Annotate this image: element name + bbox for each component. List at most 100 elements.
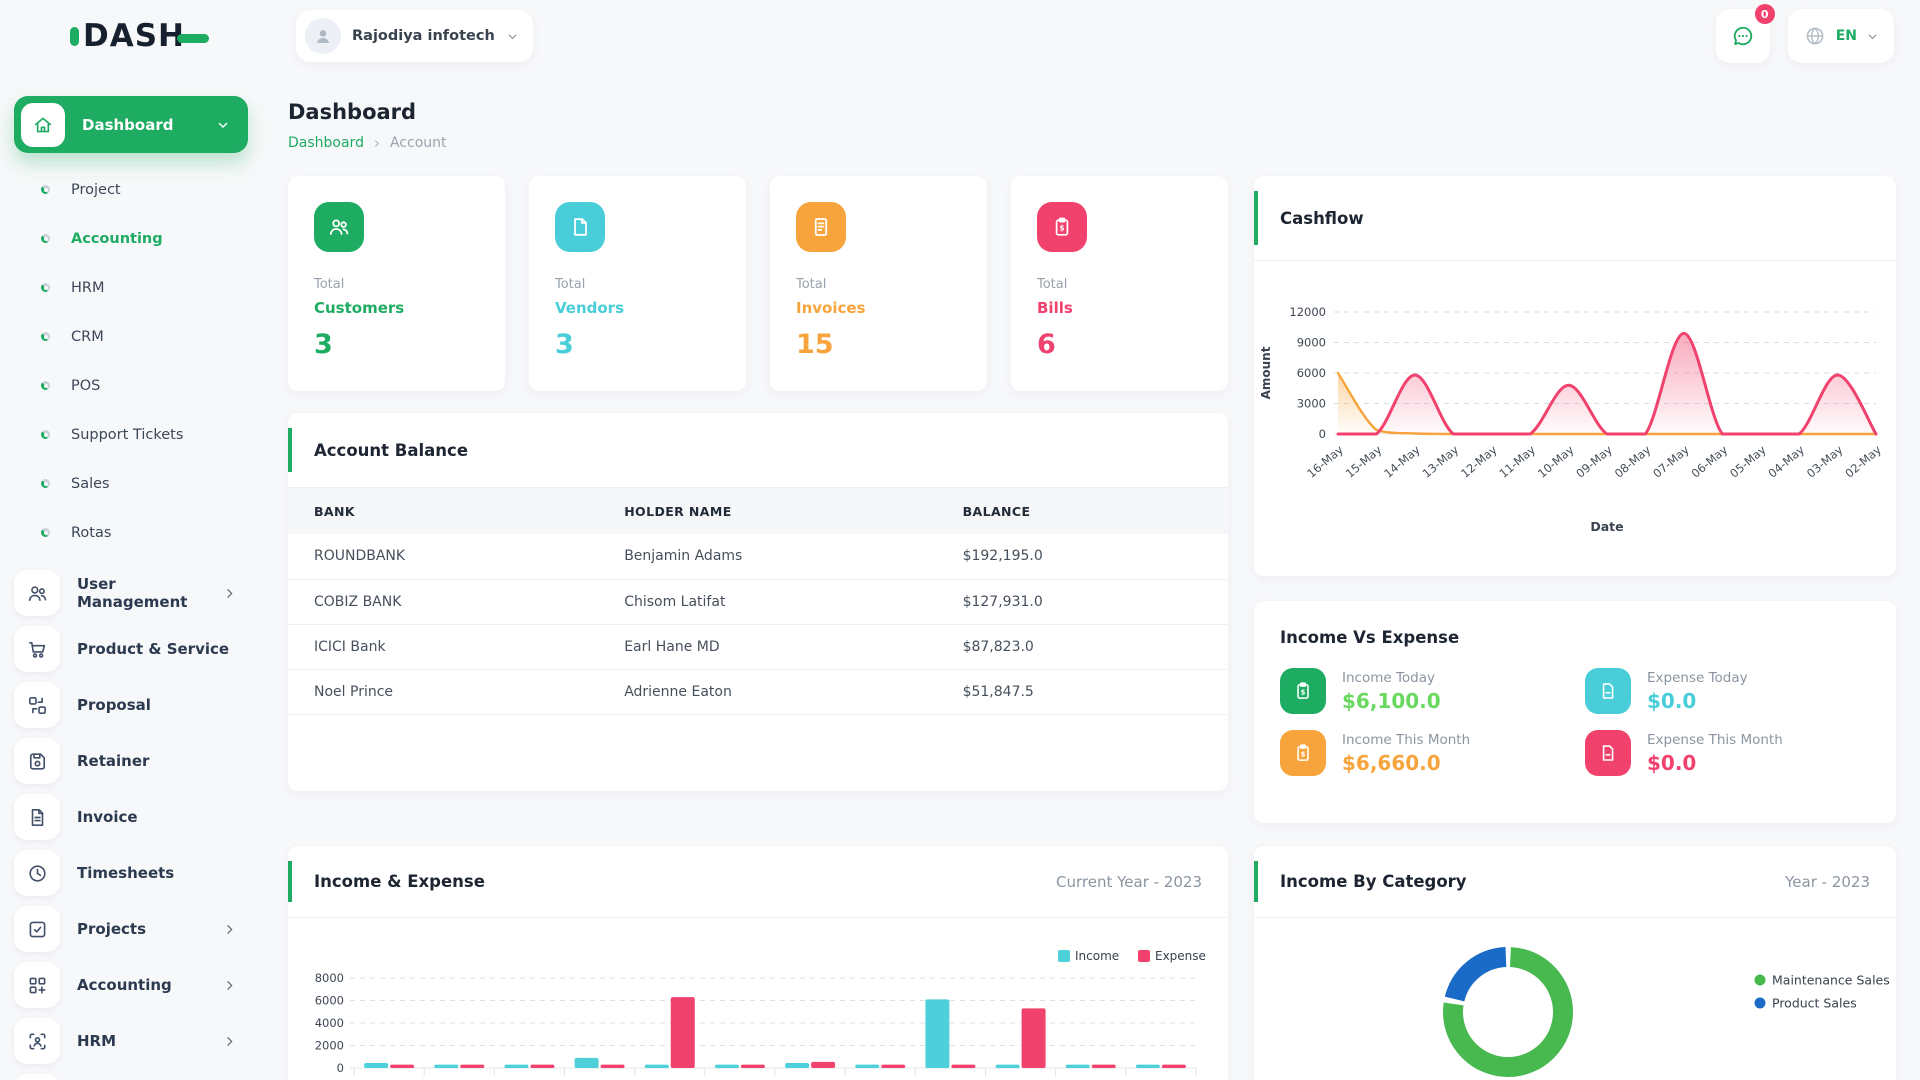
ive-label: Income Today [1342,669,1436,686]
users-icon [314,202,364,252]
sidebar-item-label: Invoice [77,808,138,826]
sidebar-item-label: Proposal [77,696,151,714]
sidebar-item-proposal[interactable]: Proposal [14,677,248,733]
income-by-category-card: Income By Category Year - 2023 Maintenan… [1254,846,1896,1080]
chevron-right-icon [227,1036,233,1046]
cell-bank: Noel Prince [288,669,599,715]
income-this-month-item: $ Income This Month $6,660.0 [1280,730,1565,776]
sidebar-item-projects[interactable]: Projects [14,901,248,957]
svg-text:Income: Income [1075,949,1119,963]
stat-name: Bills [1037,299,1073,317]
top-bar: DASH Rajodiya infotech 0 EN [0,0,1920,72]
chevron-right-icon [227,588,233,598]
chevron-down-icon [1868,34,1877,39]
svg-text:09-May: 09-May [1573,442,1615,480]
ive-label: Expense Today [1647,669,1748,686]
svg-text:8000: 8000 [315,971,344,985]
file-minus-icon [1585,668,1631,714]
svg-text:$: $ [1059,224,1064,233]
stat-value: 6 [1037,329,1056,360]
sidebar-item-retainer[interactable]: Retainer [14,733,248,789]
sidebar-item-label: Product & Service [77,640,230,658]
sidebar-item-hrm[interactable]: HRM [14,263,248,312]
bullet-icon [41,381,50,390]
income-today-item: $ Income Today $6,100.0 [1280,668,1565,714]
sidebar-item-label: Retainer [77,752,150,770]
stat-card-bills: $ Total Bills 6 [1011,176,1228,391]
sidebar-item-support-tickets[interactable]: Support Tickets [14,410,248,459]
expense-today-item: Expense Today $0.0 [1585,668,1870,714]
user-name: Rajodiya infotech [352,28,495,44]
income-expense-title: Income & Expense [314,872,485,891]
language-selector[interactable]: EN [1787,9,1894,63]
file-text-icon [14,794,60,840]
note-icon [555,202,605,252]
account-balance-card: Account Balance BANK HOLDER NAME BALANCE [288,413,1228,791]
svg-text:6000: 6000 [315,994,344,1008]
cell-balance: $87,823.0 [936,624,1228,670]
breadcrumb: Dashboard › Account [288,134,1228,152]
bullet-icon [41,283,50,292]
stat-name: Invoices [796,299,866,317]
svg-text:04-May: 04-May [1765,442,1807,480]
sidebar-item-product-service[interactable]: Product & Service [14,621,248,677]
sidebar-item-timesheets[interactable]: Timesheets [14,845,248,901]
sidebar-item-hrm-module[interactable]: HRM [14,1013,248,1069]
svg-text:02-May: 02-May [1842,442,1884,480]
bullet-icon [41,234,50,243]
ive-label: Expense This Month [1647,731,1783,748]
sidebar-item-accounting-module[interactable]: Accounting [14,957,248,1013]
chevron-down-icon [508,34,517,39]
file-invoice-icon [796,202,846,252]
svg-text:12000: 12000 [1289,305,1326,319]
svg-text:11-May: 11-May [1496,442,1538,480]
file-minus-icon [1585,730,1631,776]
sidebar-item-label: Timesheets [77,864,175,882]
svg-text:05-May: 05-May [1727,442,1769,480]
svg-text:Product Sales: Product Sales [1772,996,1857,1011]
sidebar-item-project[interactable]: Project [14,165,248,214]
cell-bank: ROUNDBANK [288,534,599,580]
ive-value: $0.0 [1647,750,1697,775]
svg-text:Maintenance Sales: Maintenance Sales [1772,973,1890,988]
language-code: EN [1835,28,1857,44]
sidebar-item-user-management[interactable]: User Management [14,565,248,621]
breadcrumb-home-link[interactable]: Dashboard [288,135,364,151]
sidebar-item-rotas[interactable]: Rotas [14,508,248,557]
sidebar-item-crm[interactable]: CRM [14,312,248,361]
sidebar-item-label: Dashboard [82,115,174,134]
svg-text:3000: 3000 [1297,397,1326,411]
sidebar-item-invoice[interactable]: Invoice [14,789,248,845]
sidebar-item-sales[interactable]: Sales [14,459,248,508]
cell-balance: $51,847.5 [936,669,1228,715]
scan-user-icon [14,1018,60,1064]
messages-button[interactable]: 0 [1715,4,1775,63]
svg-text:03-May: 03-May [1804,442,1846,480]
sidebar-item-pos[interactable]: POS [14,361,248,410]
person-icon [316,30,330,43]
column-header: HOLDER NAME [598,488,937,534]
cashflow-card: Cashflow 0 3000 6000 9000 12000 Amount 16-May 1… [1254,176,1896,576]
user-menu[interactable]: Rajodiya infotech [296,10,533,62]
main-content: Dashboard Dashboard › Account Total Cust… [262,72,1920,1080]
ive-value: $6,660.0 [1342,750,1441,775]
workflow-icon [14,682,60,728]
bullet-icon [41,185,50,194]
sidebar-item-accounting[interactable]: Accounting [14,214,248,263]
sidebar-item-label: Projects [77,920,147,938]
svg-text:4000: 4000 [315,1016,344,1030]
cell-bank: ICICI Bank [288,624,599,670]
svg-text:9000: 9000 [1297,336,1326,350]
bullet-icon [41,332,50,341]
cell-balance: $192,195.0 [936,534,1228,580]
stat-top-label: Total [314,277,345,292]
app-logo: DASH [70,18,276,54]
svg-text:0: 0 [337,1061,344,1075]
sidebar-item-label: Sales [71,475,110,492]
table-row: ROUNDBANK Benjamin Adams $192,195.0 [288,534,1228,580]
clipboard-dollar-icon: $ [1280,730,1326,776]
sidebar-item-label: Accounting [77,976,172,994]
sidebar-item-crm-module[interactable]: CRM [14,1069,248,1080]
stat-top-label: Total [555,277,586,292]
sidebar-item-dashboard[interactable]: Dashboard [14,96,248,153]
